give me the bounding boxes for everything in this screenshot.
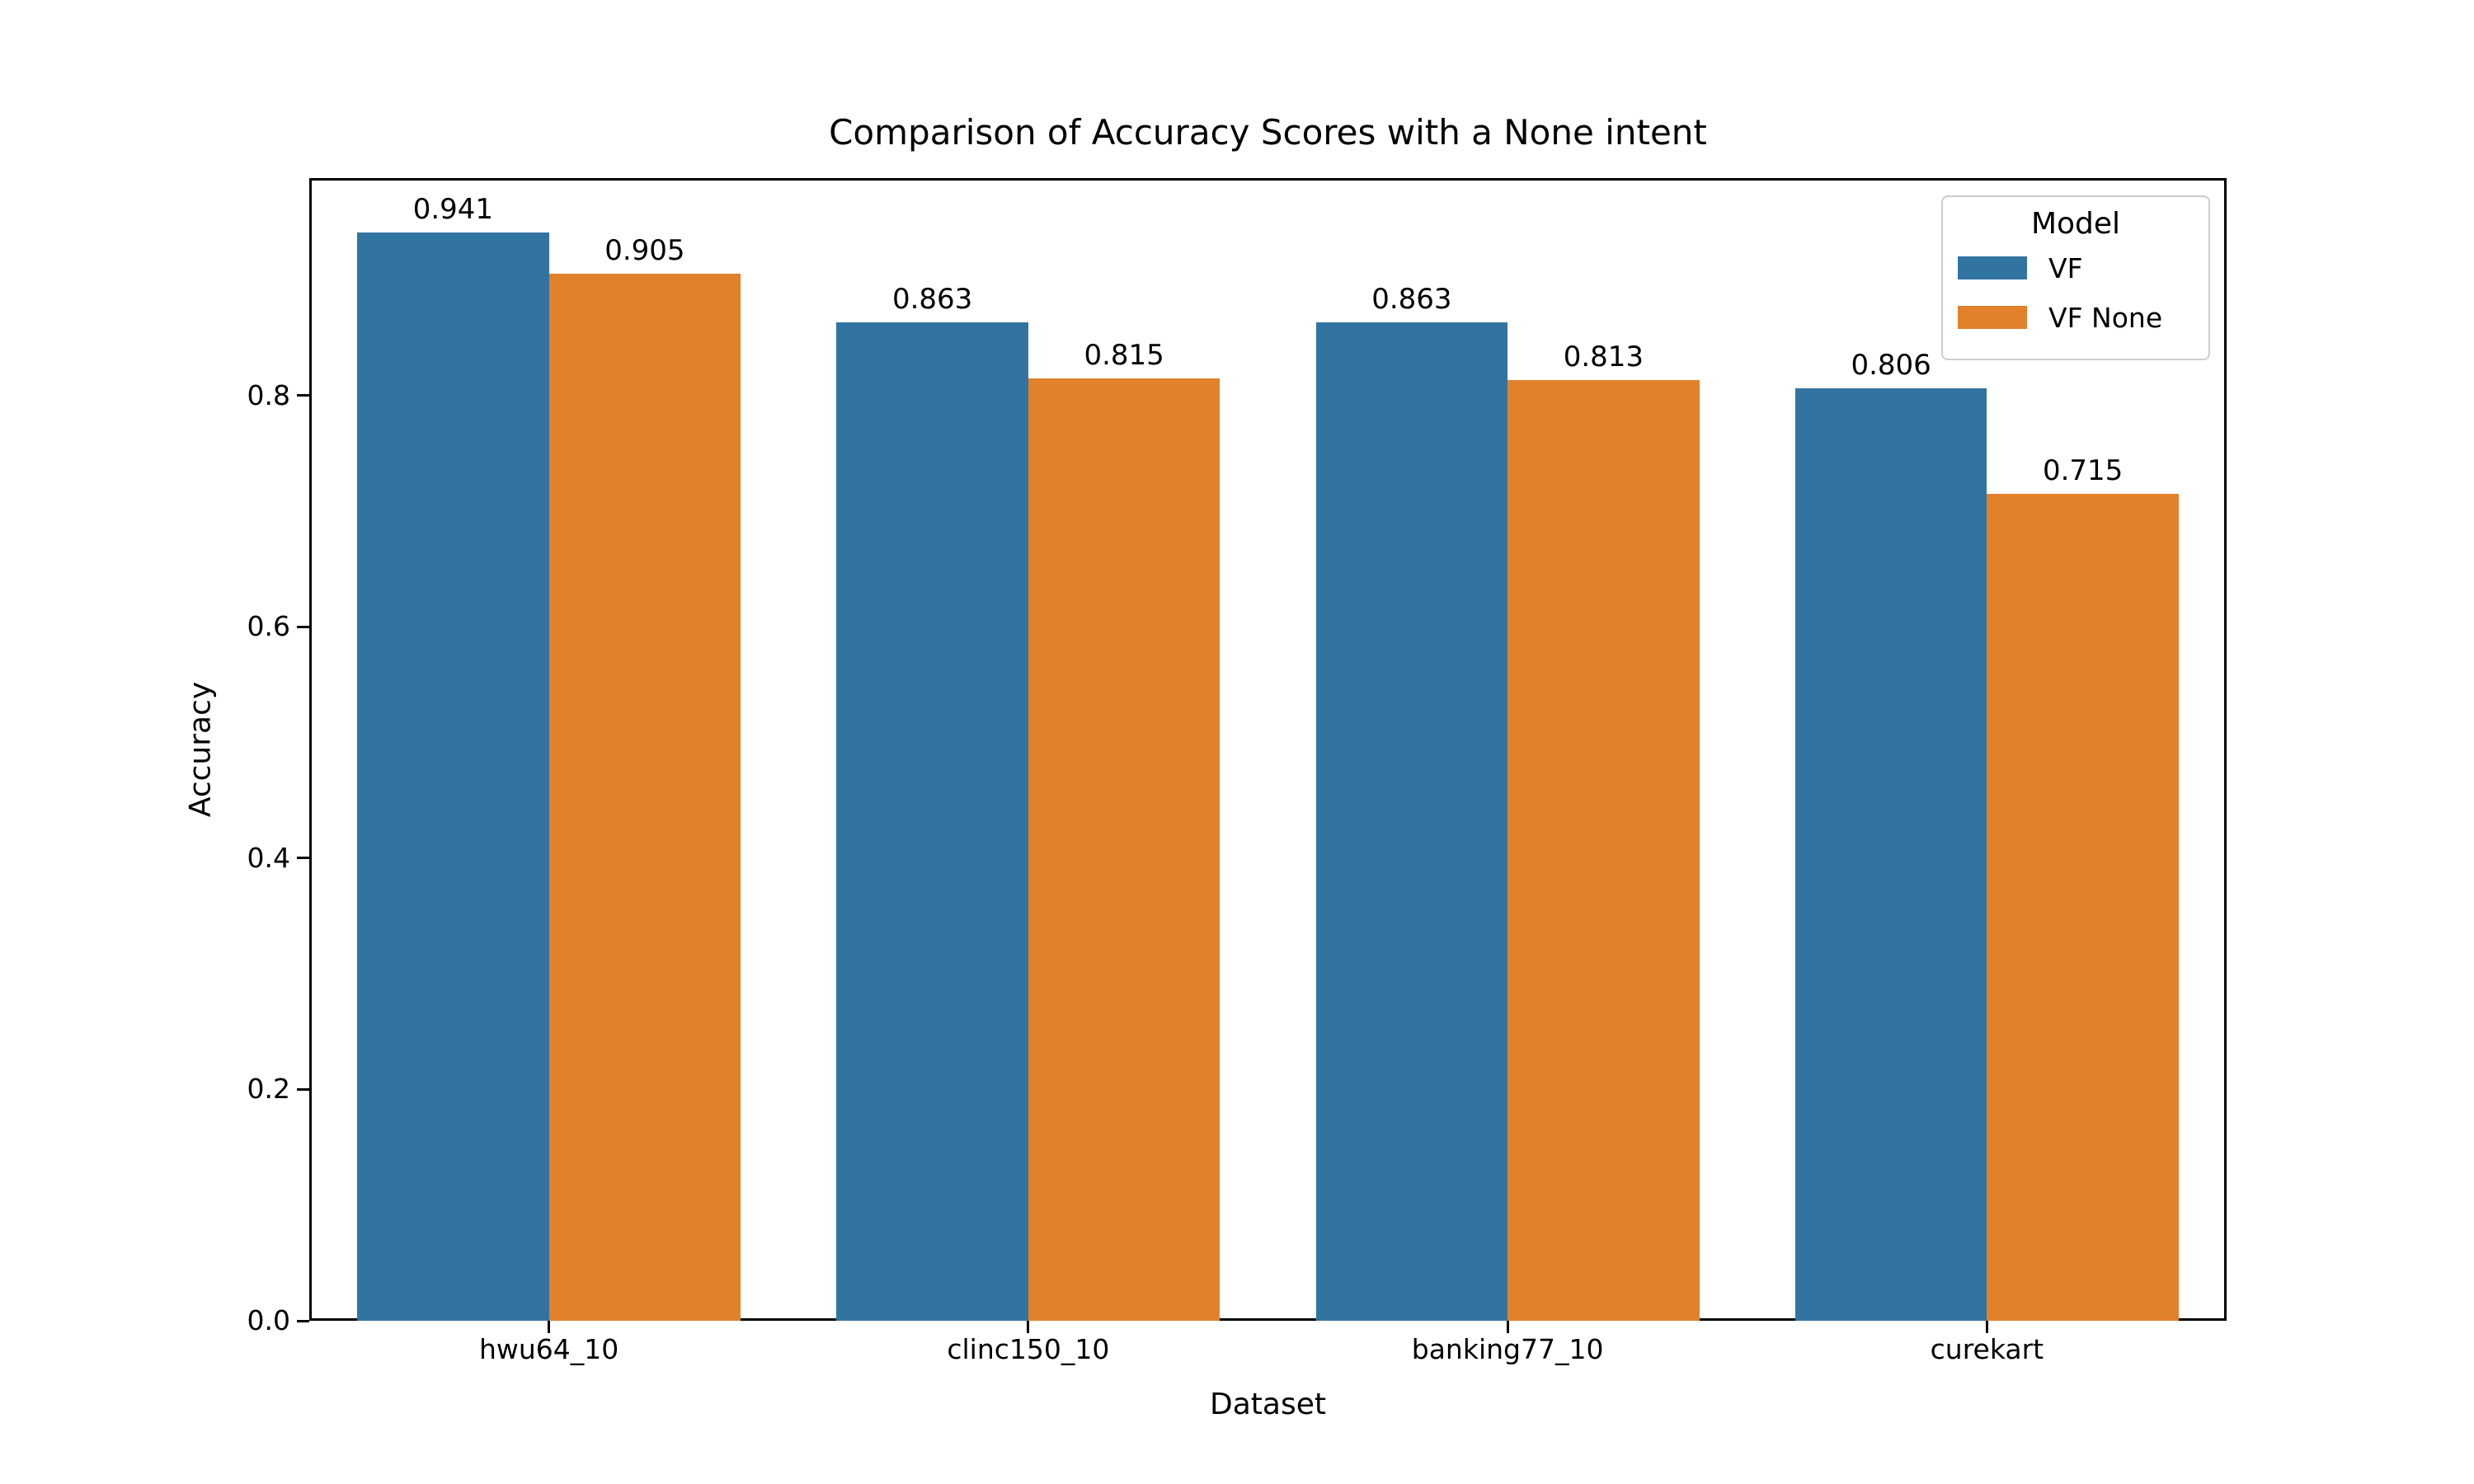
y-tick-label: 0.4 <box>247 841 290 874</box>
legend-row-vf: VF <box>1958 243 2194 293</box>
legend-swatch-vf <box>1958 256 2027 279</box>
y-tick-mark <box>297 394 309 397</box>
bar-vf-none-banking77_10 <box>1507 380 1700 1321</box>
y-tick-label: 0.0 <box>247 1304 290 1336</box>
bar-vf-none-hwu64_10 <box>548 274 741 1321</box>
y-tick-mark <box>297 857 309 860</box>
x-tick-label-clinc150_10: clinc150_10 <box>947 1333 1110 1365</box>
bar-value-label: 0.715 <box>2042 453 2124 487</box>
legend: Model VF VF None <box>1941 195 2210 360</box>
y-axis-label: Accuracy <box>183 681 218 818</box>
x-tick-mark <box>1506 1321 1509 1333</box>
legend-title: Model <box>2030 207 2121 241</box>
x-tick-label-banking77_10: banking77_10 <box>1411 1333 1604 1365</box>
bar-value-label: 0.863 <box>891 283 973 317</box>
y-tick-label: 0.2 <box>247 1073 290 1106</box>
x-tick-mark <box>1027 1321 1030 1333</box>
bar-vf-none-clinc150_10 <box>1028 378 1221 1321</box>
x-tick-mark <box>1985 1321 1988 1333</box>
y-tick-mark <box>297 1319 309 1322</box>
bar-value-label: 0.905 <box>604 234 685 268</box>
y-tick-mark <box>297 1087 309 1091</box>
x-tick-mark <box>548 1321 551 1333</box>
bar-value-label: 0.941 <box>412 192 494 226</box>
legend-label-vf: VF <box>2048 251 2083 284</box>
bar-value-label: 0.863 <box>1371 283 1452 317</box>
y-tick-label: 0.6 <box>247 610 290 643</box>
legend-row-vf-none: VF None <box>1958 293 2194 342</box>
bar-value-label: 0.806 <box>1851 349 1931 383</box>
y-tick-mark <box>297 625 309 628</box>
bar-vf-banking77_10 <box>1315 322 1508 1321</box>
y-tick-label: 0.8 <box>247 378 290 411</box>
chart-title: Comparison of Accuracy Scores with a Non… <box>829 112 1707 153</box>
legend-swatch-vf-none <box>1958 306 2027 329</box>
x-tick-label-hwu64_10: hwu64_10 <box>478 1333 619 1365</box>
bar-value-label: 0.815 <box>1084 338 1164 372</box>
bar-vf-clinc150_10 <box>836 322 1028 1321</box>
bar-vf-hwu64_10 <box>357 232 549 1321</box>
legend-label-vf-none: VF None <box>2048 301 2163 334</box>
bar-value-label: 0.813 <box>1563 340 1644 374</box>
bar-vf-curekart <box>1794 388 1987 1321</box>
x-axis-label: Dataset <box>1210 1388 1326 1421</box>
x-tick-label-curekart: curekart <box>1930 1333 2044 1365</box>
bar-vf-none-curekart <box>1987 493 2179 1321</box>
